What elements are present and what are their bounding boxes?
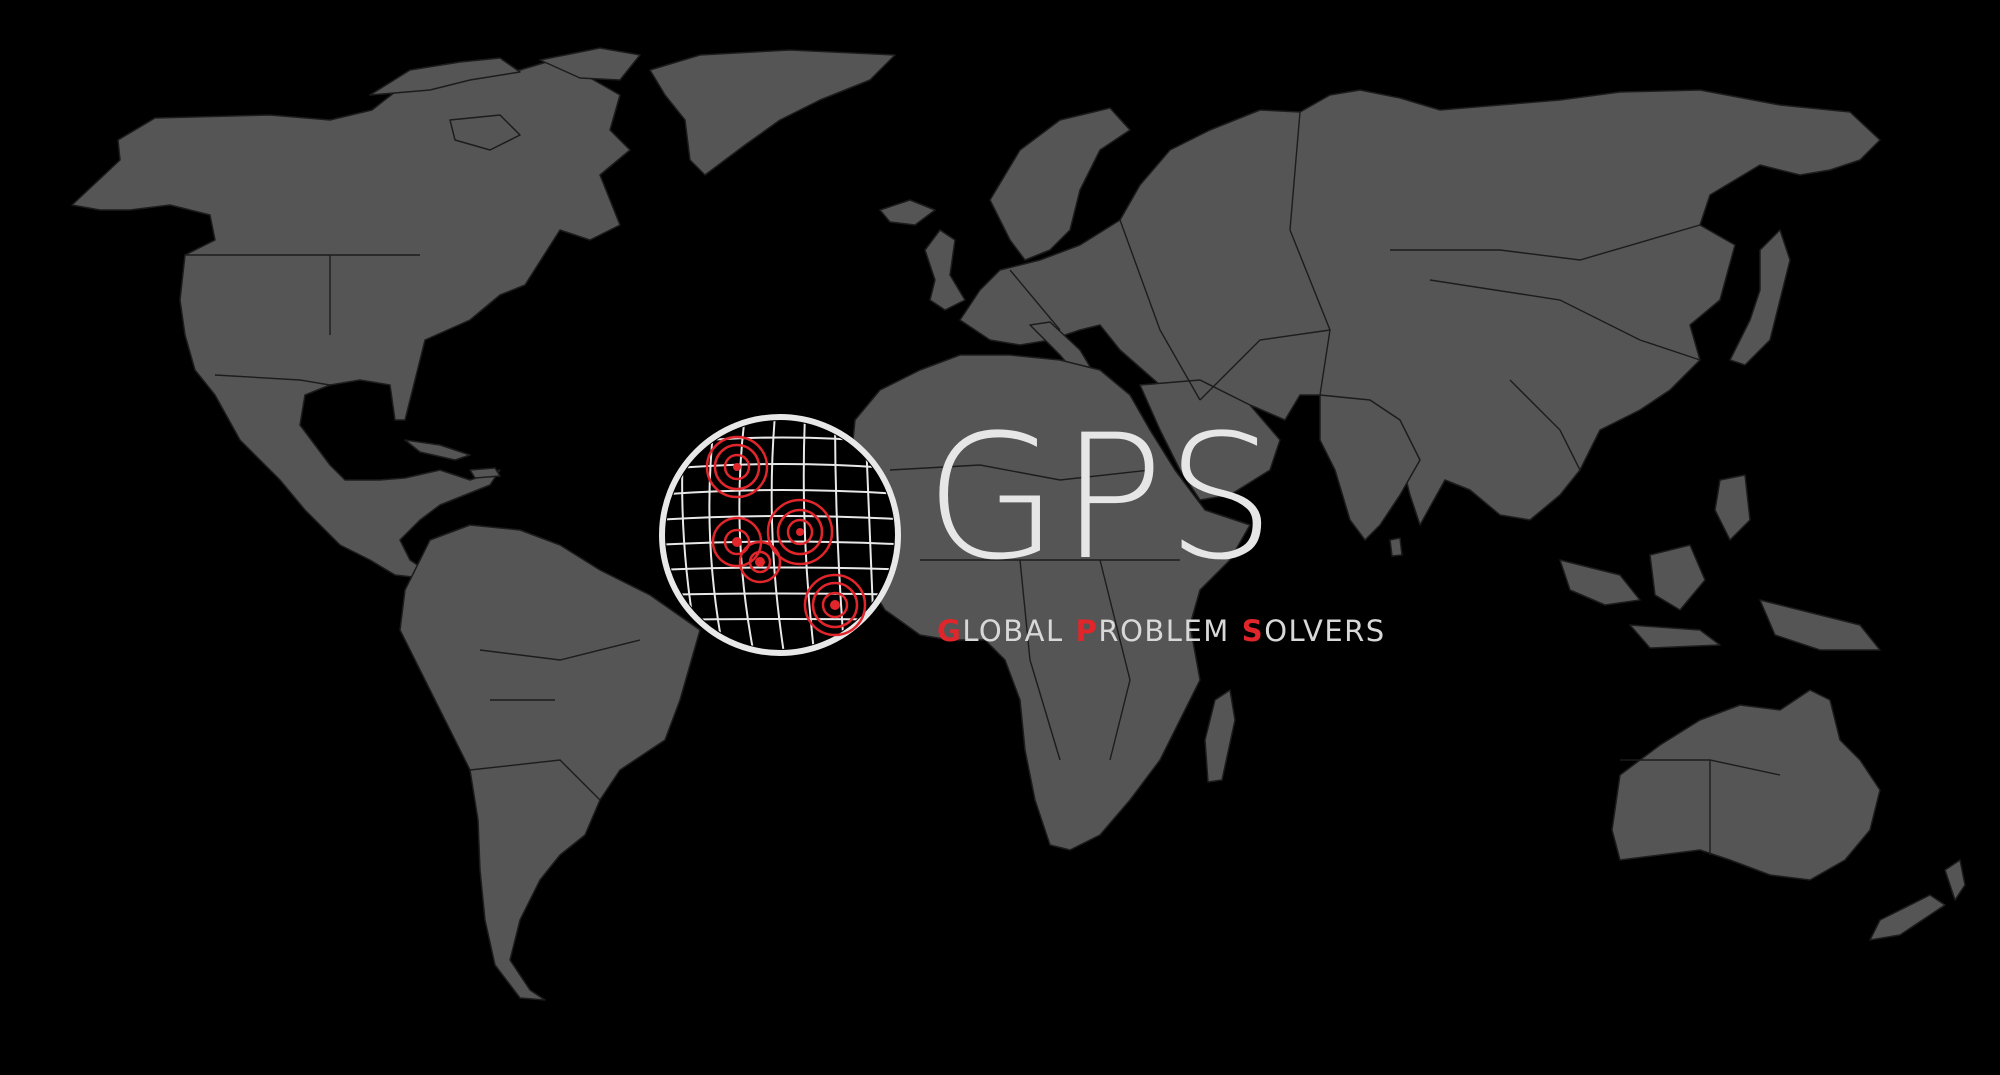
gps-logo: GPS GLOBAL PROBLEM SOLVERS bbox=[655, 397, 1384, 670]
tagline-word-solvers: OLVERS bbox=[1264, 614, 1386, 648]
eurasia bbox=[959, 89, 1881, 526]
logo-wordmark: GPS bbox=[925, 397, 1278, 598]
tagline-word-global: LOBAL bbox=[962, 614, 1064, 648]
tagline-initial-problem: P bbox=[1075, 614, 1099, 648]
tagline-word-problem: ROBLEM bbox=[1098, 614, 1230, 648]
africa bbox=[844, 354, 1251, 851]
globe-with-target-rings-icon bbox=[659, 414, 901, 656]
tagline-initial-global: G bbox=[937, 614, 963, 648]
north-america bbox=[71, 57, 631, 581]
greenland bbox=[649, 49, 896, 176]
australia bbox=[1611, 689, 1881, 881]
logo-tagline: GLOBAL PROBLEM SOLVERS bbox=[937, 614, 1386, 648]
tagline-initial-solvers: S bbox=[1241, 614, 1265, 648]
